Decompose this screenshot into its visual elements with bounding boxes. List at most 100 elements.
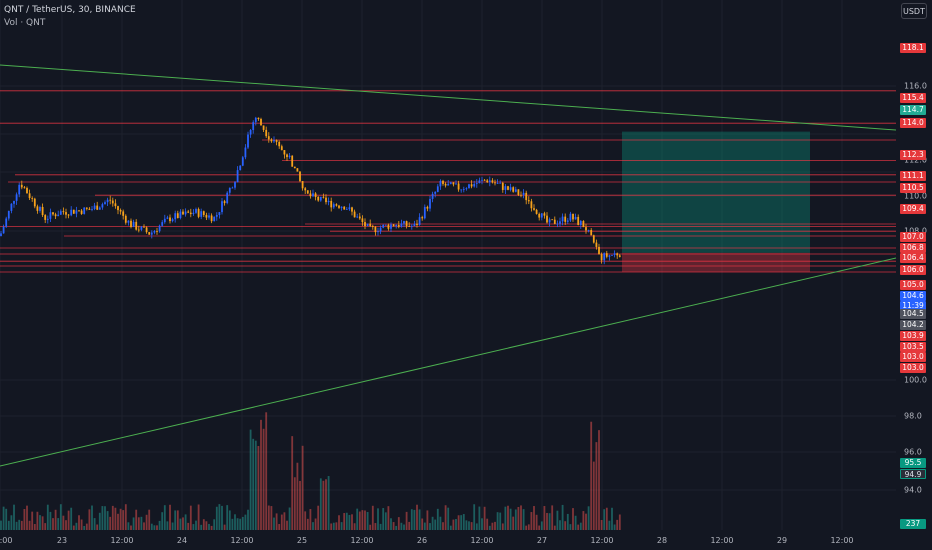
candle-body: [421, 217, 424, 219]
volume-bar: [223, 524, 226, 530]
volume-bar: [470, 522, 473, 530]
volume-bar: [189, 505, 192, 530]
candle-body: [65, 212, 67, 215]
candle-body: [104, 202, 106, 205]
time-tick-label: 12:00: [470, 536, 494, 545]
candle-body: [72, 209, 75, 214]
candle-body: [202, 211, 205, 215]
volume-bar: [119, 508, 122, 530]
volume-bar: [387, 506, 390, 530]
candle-body: [260, 118, 262, 126]
currency-button[interactable]: USDT: [901, 3, 927, 19]
candle-body: [384, 224, 387, 226]
volume-bar: [423, 522, 426, 530]
candle-body: [91, 209, 93, 210]
candle-body: [228, 187, 231, 193]
volume-bar: [483, 506, 486, 530]
volume-bar: [366, 511, 369, 530]
volume-bar: [546, 512, 548, 530]
candle-body: [514, 189, 517, 192]
symbol-title[interactable]: QNT / TetherUS, 30, BINANCE: [4, 5, 136, 15]
candle-body: [559, 221, 561, 224]
volume-bar: [452, 519, 455, 530]
candle-body: [148, 232, 151, 235]
candle-body: [413, 223, 416, 226]
volume-bar: [179, 518, 182, 530]
candle-body: [93, 205, 96, 210]
candle-body: [10, 203, 13, 211]
price-tag: 103.0: [900, 352, 926, 362]
candle-body: [618, 255, 621, 257]
price-tag: 106.4: [900, 253, 926, 263]
volume-bar: [15, 521, 18, 530]
candle-body: [122, 211, 125, 216]
candle-body: [187, 211, 190, 213]
volume-bar: [140, 516, 143, 530]
volume-bar: [504, 506, 507, 530]
candle-body: [605, 253, 608, 257]
candle-body: [153, 230, 156, 233]
candle-body: [403, 221, 405, 224]
candle-body: [332, 204, 335, 208]
volume-bars: [0, 412, 621, 530]
candle-body: [7, 210, 10, 219]
time-tick-label: 27: [536, 536, 548, 545]
volume-bar: [70, 507, 73, 530]
candle-body: [62, 211, 65, 213]
volume-bar: [33, 524, 36, 530]
candle-body: [579, 221, 582, 225]
volume-bar: [31, 511, 34, 530]
candle-body: [26, 187, 28, 194]
candle-body: [267, 136, 270, 140]
candle-body: [533, 208, 535, 210]
candle-body: [488, 180, 491, 183]
volume-bar: [507, 505, 509, 530]
price-tag: 104.5: [900, 309, 926, 319]
volume-bar: [486, 518, 489, 530]
volume-bar: [124, 504, 127, 530]
volume-bar: [280, 514, 283, 530]
volume-bar: [514, 509, 517, 530]
volume-bar: [234, 514, 236, 530]
candle-body: [566, 220, 569, 222]
volume-bar: [288, 507, 291, 530]
candle-body: [101, 204, 104, 208]
candle-body: [28, 193, 31, 199]
candle-body: [483, 179, 486, 181]
volume-bar: [535, 514, 538, 530]
price-tag: 118.1: [900, 43, 926, 53]
candle-body: [184, 211, 187, 215]
volume-bar: [10, 515, 13, 530]
price-tag: 105.0: [900, 280, 926, 290]
volume-legend[interactable]: Vol · QNT: [4, 18, 46, 28]
volume-bar: [176, 510, 179, 530]
candle-body: [171, 219, 174, 222]
volume-bar: [59, 504, 62, 530]
volume-bar: [262, 428, 265, 530]
volume-bar: [36, 511, 39, 530]
candle-body: [106, 199, 109, 203]
candle-body: [551, 219, 554, 221]
candle-body: [460, 189, 463, 191]
candle-body: [361, 218, 364, 223]
volume-bar: [556, 510, 559, 530]
candle-body: [319, 196, 322, 201]
volume-bar: [202, 519, 205, 530]
volume-bar: [455, 519, 457, 530]
candle-body: [70, 209, 73, 216]
candle-body: [444, 183, 447, 186]
price-tag: 104.6: [900, 291, 926, 301]
candle-body: [117, 206, 119, 211]
candle-body: [221, 201, 223, 213]
volume-bar: [540, 521, 543, 530]
candle-body: [455, 183, 457, 185]
price-tag: 115.4: [900, 93, 926, 103]
candle-body: [366, 223, 369, 227]
candle-body: [436, 186, 439, 192]
candle-body: [270, 139, 273, 142]
volume-bar: [444, 505, 447, 530]
ascending-trendline: [0, 257, 897, 467]
candle-body: [569, 213, 572, 221]
price-tag: 94.9: [900, 469, 926, 479]
